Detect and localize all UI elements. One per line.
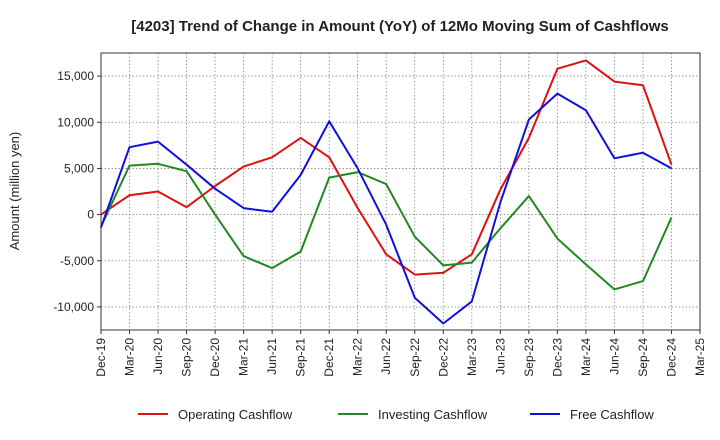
x-tick-label: Sep-24 [636,338,650,377]
x-tick-label: Jun-22 [379,338,393,375]
x-tick-label: Sep-22 [408,338,422,377]
x-tick-label: Dec-22 [436,338,450,377]
y-tick-label: 5,000 [64,161,94,175]
legend-item-investing-cashflow: Investing Cashflow [338,407,488,422]
y-tick-label: 15,000 [57,69,94,83]
x-tick-label: Mar-20 [123,338,137,376]
y-tick-label: 10,000 [57,115,94,129]
x-tick-label: Mar-25 [693,338,707,376]
x-tick-label: Mar-21 [237,338,251,376]
x-axis: Dec-19 Mar-20 Jun-20 Sep-20 Dec-20 Mar-21 Jun-… [94,330,707,377]
x-tick-label: Jun-24 [607,338,621,375]
x-tick-label: Dec-23 [550,338,564,377]
x-tick-label: Sep-20 [180,338,194,377]
x-tick-label: Jun-23 [493,338,507,375]
legend-item-operating-cashflow: Operating Cashflow [138,407,293,422]
x-tick-label: Mar-22 [351,338,365,376]
x-tick-label: Sep-23 [522,338,536,377]
y-tick-label: 0 [87,208,94,222]
legend-label: Operating Cashflow [178,407,293,422]
legend-label: Free Cashflow [570,407,654,422]
x-tick-label: Mar-24 [579,338,593,376]
grid-lines [101,53,700,330]
free-cashflow-line [100,92,672,325]
x-tick-label: Mar-23 [465,338,479,376]
y-tick-label: -10,000 [53,300,94,314]
investing-cashflow-line [100,162,673,291]
x-tick-label: Dec-24 [664,338,678,377]
legend-label: Investing Cashflow [378,407,488,422]
y-tick-label: -5,000 [60,254,94,268]
legend: Operating Cashflow Investing Cashflow Free… [138,407,654,422]
plot-area [100,52,701,331]
legend-item-free-cashflow: Free Cashflow [530,407,654,422]
chart-title: [4203] Trend of Change in Amount (YoY) o… [131,18,669,35]
x-tick-label: Dec-20 [208,338,222,377]
x-tick-label: Dec-21 [322,338,336,377]
x-tick-label: Jun-20 [151,338,165,375]
x-tick-label: Sep-21 [294,338,308,377]
operating-cashflow-line [100,59,673,276]
y-axis-label: Amount (million yen) [7,132,22,251]
x-tick-label: Dec-19 [94,338,108,377]
y-axis: 15,000 10,000 5,000 0 -5,000 -10,000 [53,69,101,314]
series-layer [100,59,673,325]
x-tick-label: Jun-21 [265,338,279,375]
